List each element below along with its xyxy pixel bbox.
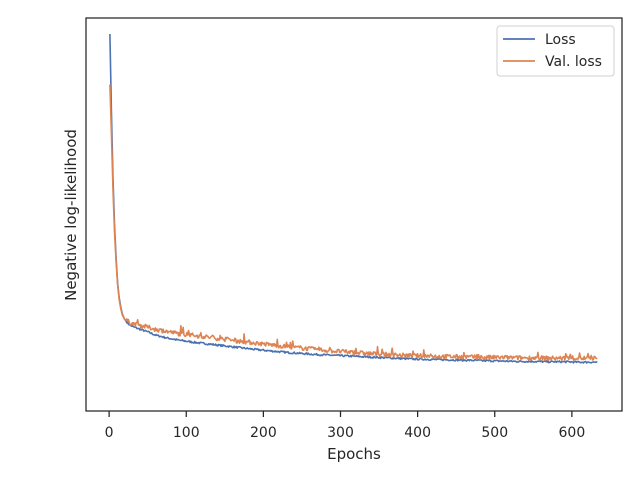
x-tick-label: 500 [481, 425, 508, 441]
x-tick-label: 600 [559, 425, 586, 441]
x-tick-label: 0 [105, 425, 114, 441]
plot-frame [85, 17, 623, 412]
x-tick-label: 200 [250, 425, 277, 441]
x-tick-label: 100 [173, 425, 200, 441]
series-layer [109, 33, 598, 364]
y-axis-label: Negative log-likelihood [62, 129, 80, 301]
legend-label-val-loss: Val. loss [545, 54, 602, 70]
legend-label-loss: Loss [545, 32, 576, 48]
legend: Loss Val. loss [496, 25, 615, 77]
plot-area [86, 18, 622, 411]
x-tick-label: 400 [404, 425, 431, 441]
x-ticks: 0 100 200 300 400 500 600 [105, 411, 586, 441]
x-tick-label: 300 [327, 425, 354, 441]
series-line-val-loss [109, 84, 598, 361]
series-line-loss [109, 33, 598, 364]
x-axis-label: Epochs [327, 445, 381, 463]
